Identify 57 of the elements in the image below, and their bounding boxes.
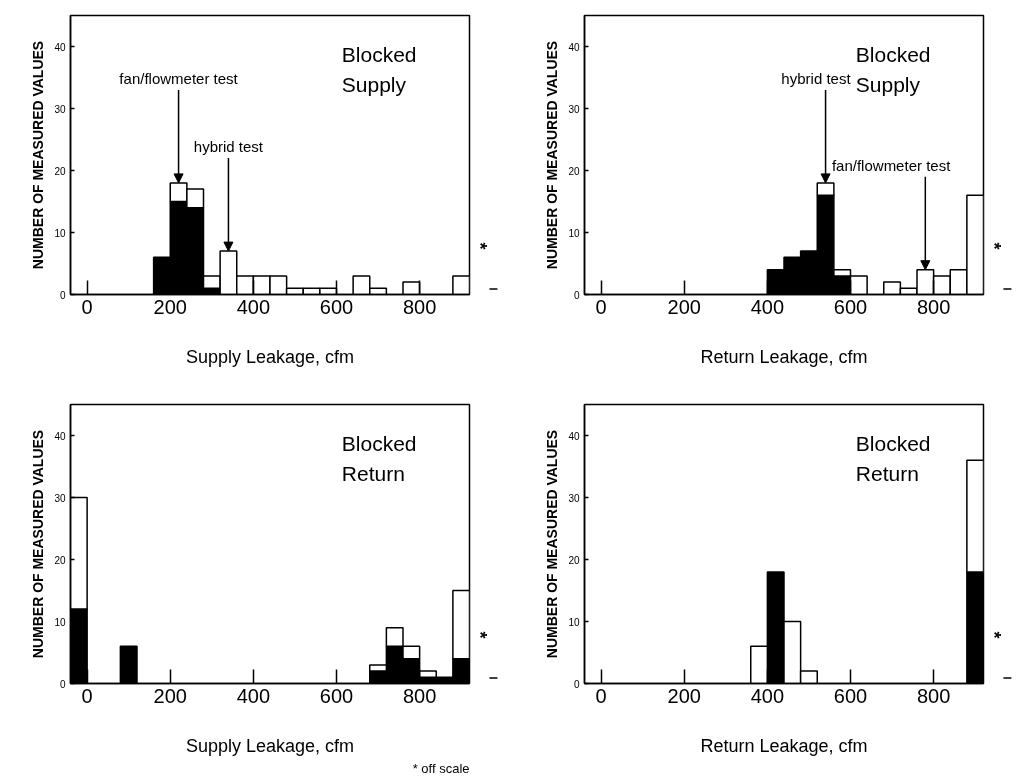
text: * [469,631,490,639]
x-axis-title: Supply Leakage, cfm [185,346,355,367]
y-tick-label: 40 [568,41,580,53]
x-tick-label: 800 [402,295,437,318]
x-axis-title: Supply Leakage, cfm [185,735,355,756]
y-tick-label: 10 [54,616,66,628]
y-tick-label: 10 [568,227,580,239]
text: * [983,631,1004,639]
y-axis-title: NUMBER OF MEASURED VALUES [30,40,47,270]
x-tick-label: 0 [81,684,93,707]
x-tick-label: 400 [236,684,271,707]
x-tick-label: 200 [153,684,187,707]
y-tick-label: 40 [568,430,580,442]
y-tick-label: 30 [568,492,580,504]
annotation: Blocked Return [855,432,931,486]
annotation: Blocked Supply [341,43,417,97]
x-tick-label: 800 [402,684,437,707]
x-axis-title: Return Leakage, cfm [700,735,868,756]
y-tick-label: 30 [54,103,66,115]
annotation: fan/flowmeter test [119,69,239,87]
annotation: hybrid test [193,138,264,156]
y-tick-label: 40 [54,41,66,53]
y-axis-title: NUMBER OF MEASURED VALUES [544,429,561,659]
annotation: fan/flowmeter test [831,156,952,174]
annotation: Blocked Supply [855,43,931,97]
x-tick-label: 0 [595,295,607,318]
x-axis-title: Return Leakage, cfm [700,346,868,367]
x-tick-label: 600 [833,684,868,707]
x-tick-label: 600 [833,295,868,318]
x-tick-label: 0 [595,684,607,707]
text: * [983,242,1004,250]
x-tick-label: 800 [916,684,951,707]
x-tick-label: 200 [667,684,701,707]
x-tick-label: 200 [667,295,701,318]
x-tick-label: 200 [153,295,187,318]
text: * [469,242,490,250]
y-tick-label: 20 [54,554,66,566]
y-tick-label: 40 [54,430,66,442]
y-tick-label: 20 [54,165,66,177]
x-tick-label: 400 [750,295,785,318]
x-tick-label: 400 [236,295,271,318]
annotation: hybrid test [781,69,852,87]
x-tick-label: 800 [916,295,951,318]
x-tick-label: 600 [319,295,354,318]
y-tick-label: 20 [568,165,580,177]
y-tick-label: 30 [54,492,66,504]
x-tick-label: 600 [319,684,354,707]
y-tick-label: 30 [568,103,580,115]
y-tick-label: 20 [568,554,580,566]
y-tick-label: 10 [568,616,580,628]
text: * off scale [412,760,470,776]
annotation: Blocked Return [341,432,417,486]
x-tick-label: 400 [750,684,785,707]
y-axis-title: NUMBER OF MEASURED VALUES [544,40,561,270]
x-tick-label: 0 [81,295,93,318]
y-tick-label: 10 [54,227,66,239]
y-axis-title: NUMBER OF MEASURED VALUES [30,429,47,659]
